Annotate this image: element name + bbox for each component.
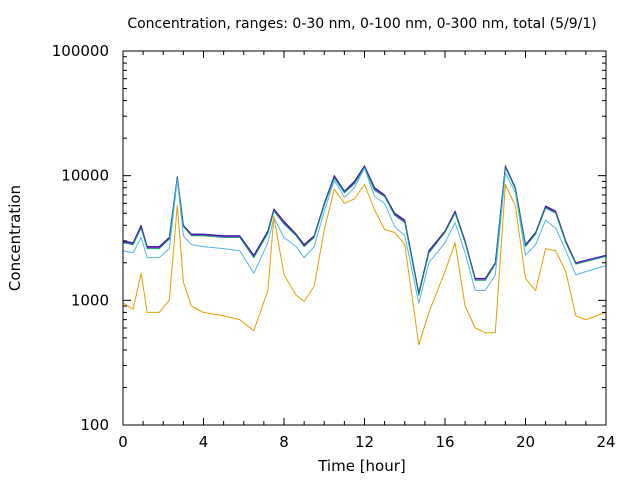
y-tick-label: 1000 [71, 291, 109, 309]
y-tick-label: 100000 [52, 42, 109, 60]
x-tick-label: 16 [435, 433, 454, 451]
y-tick-label: 10000 [61, 167, 109, 185]
series-layer [122, 165, 607, 346]
x-tick-label: 24 [596, 433, 615, 451]
series-line-5 [122, 184, 607, 346]
x-tick-label: 8 [279, 433, 289, 451]
x-tick-label: 12 [355, 433, 374, 451]
tick-layer: 0 4 8 12 16 20 24 100 1000 10000 100000 [52, 42, 616, 451]
x-tick-label: 4 [199, 433, 209, 451]
y-tick-label: 100 [80, 416, 109, 434]
chart-title: Concentration, ranges: 0-30 nm, 0-100 nm… [127, 16, 596, 32]
x-axis-label: Time [hour] [317, 457, 406, 475]
series-line-4 [122, 167, 607, 304]
x-tick-label: 0 [118, 433, 128, 451]
plot-frame [122, 50, 607, 426]
x-tick-label: 20 [516, 433, 535, 451]
y-axis-label: Concentration [6, 185, 24, 291]
series-line-3 [122, 167, 607, 296]
